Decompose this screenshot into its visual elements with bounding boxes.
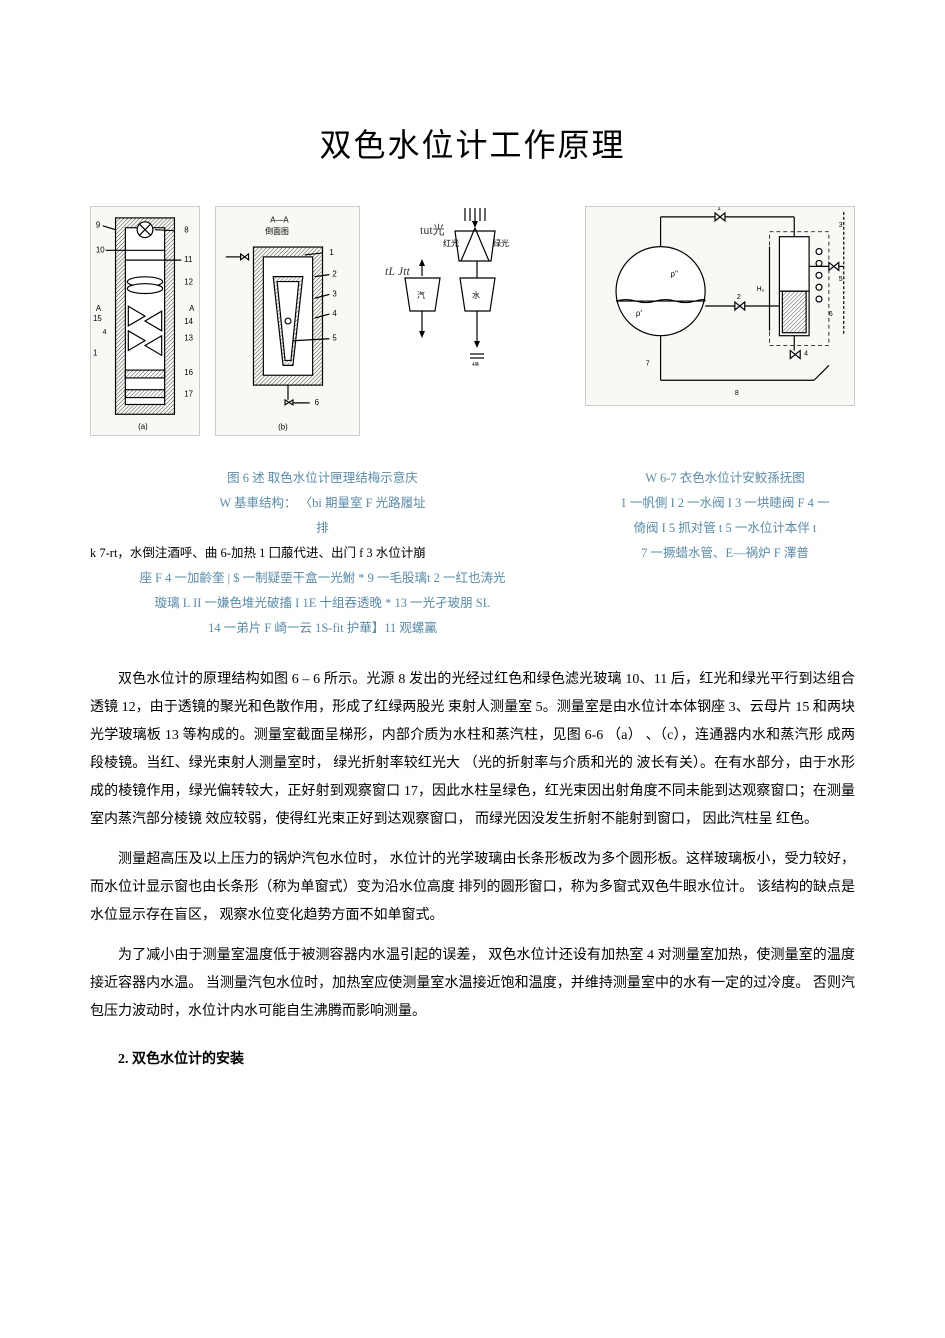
caption-line: k 7-rt，水倒注酒呼、曲 6-加热 1 囗菔代进、出门 f 3 水位计崩	[90, 541, 555, 566]
fig-a-label: 15	[93, 314, 102, 323]
fig-d-label: H₀	[757, 286, 765, 293]
fig-b-label: 1	[329, 248, 333, 257]
fig-b-header: A—A	[270, 215, 289, 224]
fig-d-label: 8	[735, 390, 739, 397]
caption-line: 排	[90, 516, 555, 541]
caption-left: 图 6 述 取色水位计匣理结梅示意庆 W 基車结构： 〈bi 期量室 F 光路履…	[90, 466, 555, 641]
caption-line: 座 F 4 一加齡奎 | $ 一制疑垔干盒一光鮒 * 9 一毛股璃t 2 一红也…	[90, 566, 555, 591]
fig-b-header: 倒面图	[265, 226, 289, 236]
fig-c-label: 红光	[443, 238, 459, 248]
fig-c-label: 汽	[417, 290, 425, 300]
caption-row: 图 6 述 取色水位计匣理结梅示意庆 W 基車结构： 〈bi 期量室 F 光路履…	[90, 456, 855, 641]
caption-line: 倚阀 I 5 抓对管 t 5 一水位计本伴 t	[595, 516, 855, 541]
figure-c-svg: 红光 绿光 汽 水 绿	[375, 206, 520, 366]
caption-line: 14 一弟片 F 崎一云 1S-fit 护華】11 观螺鸁	[90, 616, 555, 641]
figure-d: ρ'' ρ' 1 H₀ 2	[585, 206, 855, 406]
figure-a-svg: 9 8 10 11 12 A 15	[90, 206, 200, 436]
figure-d-svg: ρ'' ρ' 1 H₀ 2	[585, 206, 855, 406]
fig-b-label: 6	[315, 398, 320, 407]
fig-d-label: ρ'	[636, 309, 642, 318]
fig-a-label: 16	[184, 368, 193, 377]
fig-c-label: 绿	[472, 361, 479, 366]
top-arrows	[465, 208, 485, 228]
fig-d-label: ρ''	[671, 269, 679, 278]
fig-a-label: 14	[184, 317, 193, 326]
figure-a: 9 8 10 11 12 A 15	[90, 206, 200, 436]
fig-a-sublabel: (a)	[138, 422, 148, 431]
figures-row: 9 8 10 11 12 A 15	[90, 206, 855, 436]
body-text: 双色水位计的原理结构如图 6 – 6 所示。光源 8 发出的光经过红色和绿色滤光…	[90, 666, 855, 1074]
fig-a-label: 12	[184, 278, 193, 287]
figure-c: tut光 tL Jtt 红光 绿光	[375, 206, 520, 371]
fig-b-label: 3	[332, 289, 337, 298]
caption-right: W 6-7 衣色水位计安鮫孫抚图 1 一帆側 I 2 一水阀 I 3 一垬瞣阀 …	[595, 466, 855, 566]
fig-d-label: 4	[804, 351, 808, 358]
caption-line: 图 6 述 取色水位计匣理结梅示意庆	[90, 466, 555, 491]
caption-line: W 基車结构： 〈bi 期量室 F 光路履址	[90, 491, 555, 516]
paragraph-1: 双色水位计的原理结构如图 6 – 6 所示。光源 8 发出的光经过红色和绿色滤光…	[90, 666, 855, 834]
caption-line: 1 一帆側 I 2 一水阀 I 3 一垬瞣阀 F 4 一	[595, 491, 855, 516]
paragraph-2: 测量超高压及以上压力的锅炉汽包水位时， 水位计的光学玻璃由长条形板改为多个圆形板…	[90, 846, 855, 930]
fig-b-label: 4	[332, 309, 337, 318]
fig-a-label: 13	[184, 334, 193, 343]
fig-a-label: 4	[103, 329, 107, 336]
figure-group-left: 9 8 10 11 12 A 15	[90, 206, 585, 436]
fig-d-label: 1	[717, 206, 721, 212]
fig-c-label: 水	[472, 290, 480, 300]
fig-a-label: 11	[184, 255, 192, 264]
overlay-label: tL Jtt	[385, 264, 410, 279]
fig-d-label: 3	[839, 222, 843, 229]
fig-d-label: 5	[839, 276, 843, 283]
overlay-label: tut光	[420, 221, 445, 238]
fig-b-sublabel: (b)	[278, 422, 288, 431]
caption-line: 璇璃 L II 一嫌色堆光破搐 I 1E 十组吞透晚 * 13 一光孑玻朋 SL	[90, 591, 555, 616]
paragraph-3: 为了减小由于测量室温度低于被测容器内水温引起的误差， 双色水位计还设有加热室 4…	[90, 942, 855, 1026]
fig-d-label: 7	[646, 360, 650, 367]
figure-b: A—A 倒面图 1 2 3 4 5	[215, 206, 360, 436]
caption-line: W 6-7 衣色水位计安鮫孫抚图	[595, 466, 855, 491]
fig-b-label: 2	[332, 270, 336, 279]
fig-a-label: 8	[184, 226, 189, 235]
fig-a-label: 9	[96, 221, 100, 230]
page-title: 双色水位计工作原理	[90, 120, 855, 166]
fig-c-label: 绿光	[493, 238, 509, 248]
fig-d-label: 2	[737, 294, 741, 301]
fig-a-label: 10	[96, 245, 105, 254]
caption-line: 7 一撅蜡水管、E—祸炉 F 澤普	[595, 541, 855, 566]
fig-a-label: A	[96, 304, 102, 313]
figure-b-svg: A—A 倒面图 1 2 3 4 5	[215, 206, 360, 436]
fig-a-label: 17	[184, 390, 193, 399]
fig-d-label: 6	[829, 311, 833, 318]
fig-a-label: 1	[93, 348, 97, 357]
fig-b-label: 5	[332, 334, 337, 343]
section-heading-2: 2. 双色水位计的安装	[90, 1046, 855, 1074]
fig-a-label: A	[189, 304, 195, 313]
